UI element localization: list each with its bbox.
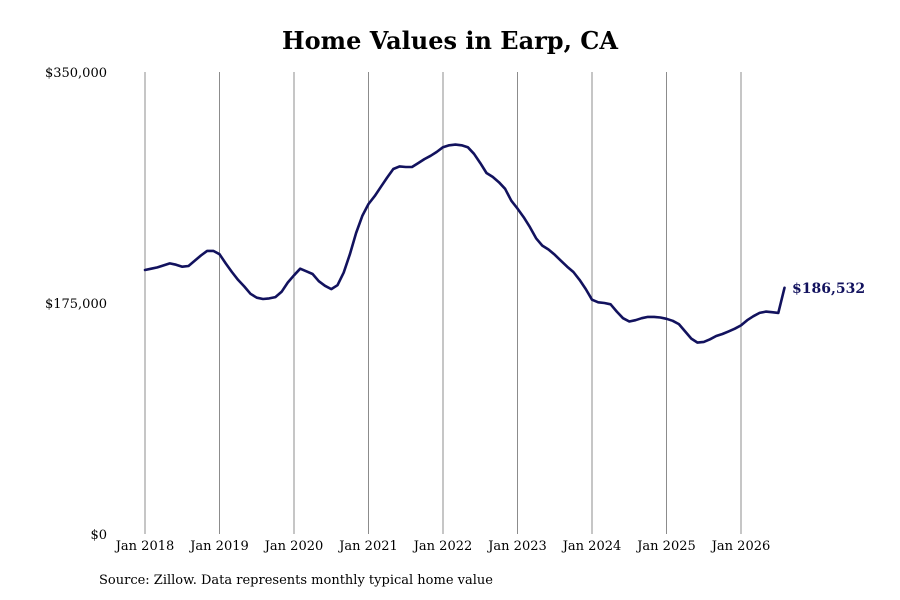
y-tick-label: $350,000: [45, 66, 107, 81]
x-tick-label: Jan 2020: [263, 539, 324, 554]
x-tick-label: Jan 2019: [188, 539, 249, 554]
chart-title: Home Values in Earp, CA: [282, 26, 618, 55]
series-line: [143, 143, 786, 344]
x-tick-label: Jan 2024: [561, 539, 622, 554]
x-tick-label: Jan 2021: [337, 539, 398, 554]
y-tick-label: $0: [90, 528, 107, 543]
x-tick-label: Jan 2026: [710, 539, 771, 554]
x-tick-label: Jan 2022: [412, 539, 473, 554]
y-tick-label: $175,000: [45, 297, 107, 312]
x-tick-label: Jan 2025: [635, 539, 696, 554]
x-tick-label: Jan 2018: [114, 539, 175, 554]
source-note: Source: Zillow. Data represents monthly …: [99, 573, 493, 588]
x-tick-label: Jan 2023: [486, 539, 547, 554]
end-value-label: $186,532: [792, 281, 865, 297]
